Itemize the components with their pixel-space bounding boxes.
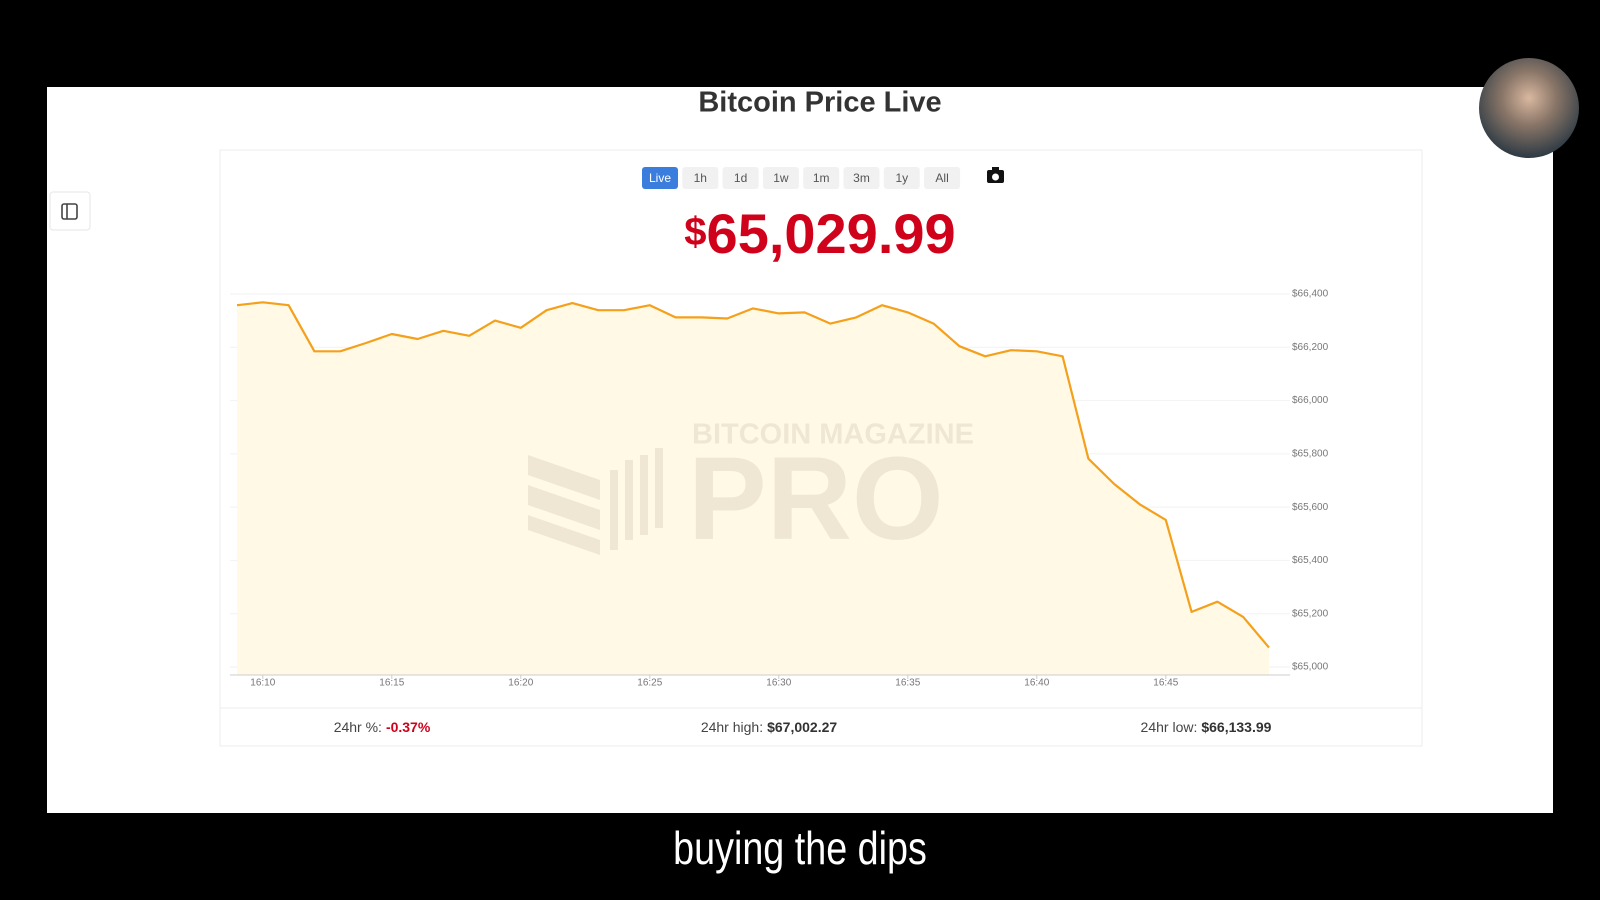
stat-label: 24hr %: bbox=[334, 719, 382, 735]
webcam-feed bbox=[1479, 58, 1579, 158]
stat: 24hr high: $67,002.27 bbox=[701, 719, 838, 735]
stat-label: 24hr low: bbox=[1141, 719, 1198, 735]
stat-value: $67,002.27 bbox=[767, 719, 837, 735]
range-button[interactable] bbox=[762, 167, 799, 189]
camera-lens bbox=[992, 173, 999, 181]
camera-button[interactable] bbox=[987, 167, 1004, 183]
page-title: Bitcoin Price Live bbox=[698, 87, 941, 119]
y-tick-label: $65,600 bbox=[1292, 502, 1329, 513]
stat: 24hr low: $66,133.99 bbox=[1141, 719, 1272, 735]
price-line bbox=[236, 301, 1270, 649]
range-button-label[interactable]: All bbox=[935, 171, 948, 185]
caption: buying the dips bbox=[673, 823, 927, 874]
range-buttons: Live 1h 1d 1w 1m 3m 1y All bbox=[642, 167, 961, 189]
stat-value: -0.37% bbox=[386, 719, 431, 735]
y-tick-label: $66,200 bbox=[1292, 342, 1329, 353]
range-button-label[interactable]: 1y bbox=[895, 171, 908, 185]
range-button-label[interactable]: 1d bbox=[734, 171, 747, 185]
stat-label: 24hr high: bbox=[701, 719, 763, 735]
sidebar-icon bbox=[61, 203, 78, 220]
y-tick-label: $66,400 bbox=[1292, 289, 1329, 300]
range-button-label[interactable]: 1m bbox=[813, 171, 830, 185]
watermark-logo bbox=[528, 448, 663, 555]
stats: 24hr %: -0.37% 24hr high: $67,002.27 24hr lo… bbox=[334, 719, 1272, 735]
sidebar-toggle[interactable] bbox=[49, 191, 91, 231]
y-tick-label: $65,000 bbox=[1292, 662, 1329, 673]
x-tick-label: 16:25 bbox=[637, 678, 662, 689]
stat: 24hr %: -0.37% bbox=[334, 719, 431, 735]
price-currency: $ bbox=[684, 210, 706, 254]
range-button[interactable] bbox=[722, 167, 759, 189]
range-button-label[interactable]: 1h bbox=[694, 171, 707, 185]
stat-value: $66,133.99 bbox=[1201, 719, 1271, 735]
range-button[interactable] bbox=[682, 167, 719, 189]
watermark-top: BITCOIN MAGAZINE bbox=[692, 419, 974, 451]
x-tick-label: 16:40 bbox=[1024, 678, 1049, 689]
range-button[interactable] bbox=[924, 167, 961, 189]
x-tick-label: 16:45 bbox=[1153, 678, 1178, 689]
range-button[interactable] bbox=[803, 167, 840, 189]
y-tick-label: $65,200 bbox=[1292, 608, 1329, 619]
watermark: BITCOIN MAGAZINE PRO bbox=[528, 419, 974, 565]
range-button-label[interactable]: 1w bbox=[773, 171, 789, 185]
current-price: $65,029.99 bbox=[684, 202, 955, 265]
webcam bbox=[1479, 58, 1579, 158]
x-tick-label: 16:20 bbox=[508, 678, 533, 689]
x-tick-label: 16:35 bbox=[895, 678, 920, 689]
area-fill bbox=[237, 302, 1269, 675]
y-tick-label: $65,400 bbox=[1292, 555, 1329, 566]
plot: $65,000 $65,200 $65,400 $65,600 $65,800 $66,0… bbox=[230, 289, 1329, 689]
y-tick-label: $65,800 bbox=[1292, 448, 1329, 459]
price-amount: 65,029.99 bbox=[707, 202, 956, 265]
range-button-label[interactable]: Live bbox=[649, 171, 671, 185]
x-tick-label: 16:30 bbox=[766, 678, 791, 689]
x-tick-label: 16:10 bbox=[250, 678, 275, 689]
camera-top bbox=[992, 167, 999, 171]
range-button[interactable] bbox=[883, 167, 920, 189]
sidebar-toggle-box[interactable] bbox=[49, 191, 91, 231]
x-tick-label: 16:15 bbox=[379, 678, 404, 689]
range-button[interactable] bbox=[843, 167, 880, 189]
y-tick-label: $66,000 bbox=[1292, 395, 1329, 406]
range-button[interactable] bbox=[642, 167, 678, 189]
range-button-label[interactable]: 3m bbox=[853, 171, 870, 185]
watermark-main: PRO bbox=[688, 433, 944, 565]
